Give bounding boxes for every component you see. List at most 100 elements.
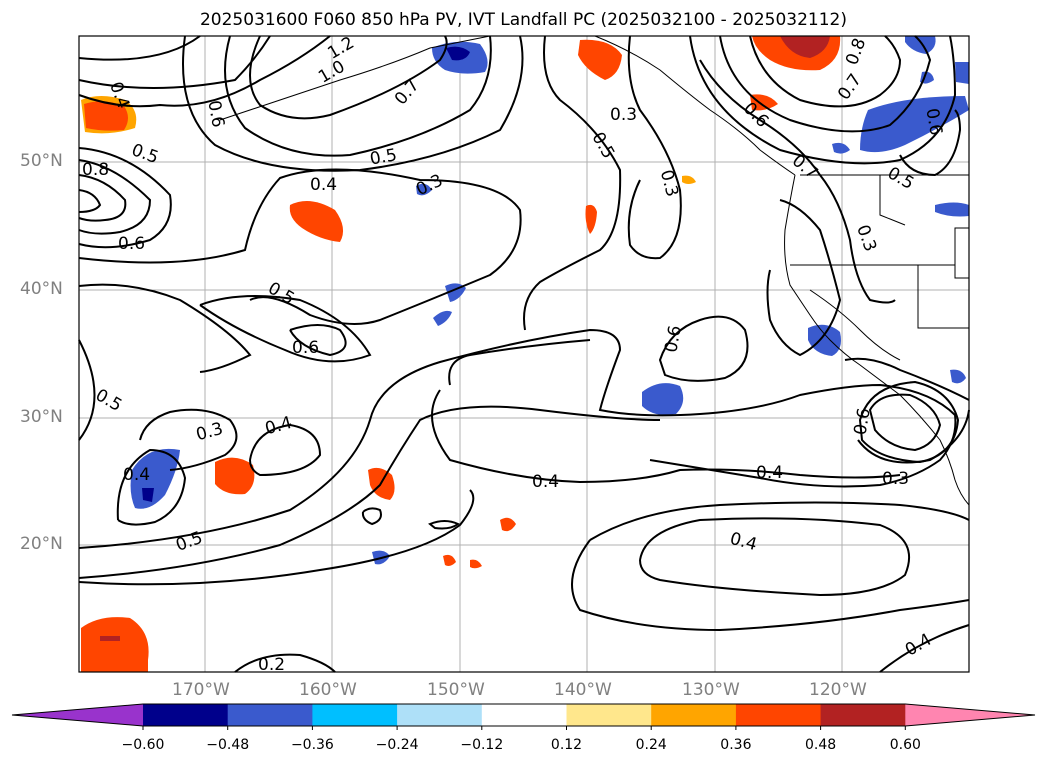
contour-line (719, 35, 932, 133)
contour-label: 0.5 (368, 145, 398, 169)
colorbar (11, 703, 1036, 730)
contour-line (78, 35, 271, 89)
pv-negative-blob (808, 324, 841, 356)
border-line (917, 265, 969, 329)
colorbar-segment (735, 704, 822, 726)
contour-label: 0.4 (532, 472, 559, 492)
colorbar-tick-label: 0.48 (805, 737, 837, 753)
contour-line (78, 147, 172, 249)
contour-line (523, 35, 622, 331)
contour-line (78, 405, 661, 579)
contour-line (78, 489, 475, 586)
contour-line (627, 35, 682, 260)
contour-line (361, 507, 382, 526)
contour-line (766, 199, 842, 357)
colorbar-tick-label: −0.48 (206, 737, 250, 753)
colorbar-extend-max (905, 704, 1035, 726)
pv-negative-blob (446, 46, 470, 61)
contour-label: 0.6 (292, 338, 319, 358)
colorbar-segment (227, 704, 313, 726)
colorbar-segment (397, 704, 483, 726)
contour-line (78, 159, 152, 235)
contour-line (199, 295, 372, 363)
contour-line (224, 35, 492, 157)
pv-negative-blob (433, 310, 452, 326)
pv-negative-blob (832, 142, 850, 154)
lon-label: 120°W (809, 680, 867, 700)
colorbar-segment (566, 704, 652, 726)
pv-negative-blob (905, 36, 936, 54)
pv-positive-blob (289, 201, 344, 242)
contour-line (78, 35, 201, 61)
map-title: 2025031600 F060 850 hPa PV, IVT Landfall… (199, 10, 847, 30)
contour-line (289, 324, 347, 357)
contour-label: 0.4 (756, 463, 783, 483)
pv-positive-blob (585, 204, 597, 234)
contour-line (78, 283, 252, 373)
lat-label: 20°N (20, 534, 63, 554)
contour-line (78, 189, 102, 213)
contour-line (699, 59, 896, 304)
contour-line (249, 35, 448, 120)
contour-line (658, 315, 749, 382)
contour-line (448, 339, 591, 386)
contour-label: 0.6 (118, 234, 145, 254)
border-line (809, 289, 901, 361)
pv-positive-blob (100, 636, 120, 641)
pv-negative-blob (416, 183, 432, 196)
contour-label: 0.4 (123, 465, 150, 485)
colorbar-tick-label: 0.12 (550, 737, 583, 753)
contour-label: 0.6 (921, 107, 945, 137)
contour-line (689, 35, 957, 165)
pv-negative-blob (935, 202, 969, 217)
contour-line (78, 35, 331, 108)
contour-line (879, 624, 970, 673)
pv-negative-blob (860, 96, 969, 153)
colorbar-tick-label: 0.60 (889, 737, 921, 753)
pv-contours (78, 35, 970, 673)
pv-negative-blob (642, 383, 684, 415)
contour-line (78, 168, 522, 325)
contour-line (571, 539, 970, 632)
contour-label: 0.8 (82, 160, 109, 180)
contour-line (868, 393, 942, 452)
lon-label: 160°W (299, 680, 357, 700)
contour-line (78, 328, 957, 549)
colorbar-segment (820, 704, 906, 726)
contour-line (858, 380, 960, 464)
lon-label: 140°W (554, 680, 612, 700)
lon-label: 170°W (172, 680, 230, 700)
contour-line (639, 517, 910, 597)
pv-positive-blob (750, 94, 778, 111)
lat-label: 40°N (20, 279, 63, 299)
contour-line (589, 501, 970, 541)
contour-line (78, 339, 96, 441)
north-america-coast (784, 174, 970, 506)
lon-label: 150°W (427, 680, 485, 700)
pv-positive-blob (443, 554, 456, 566)
colorbar-extend-min (12, 704, 143, 726)
contour-label: 0.2 (258, 655, 285, 675)
border-line (879, 175, 906, 226)
lat-label: 50°N (20, 151, 63, 171)
contour-label: 0.6 (850, 406, 874, 436)
contour-label: 0.3 (882, 469, 909, 489)
contour-label: 0.6 (203, 99, 227, 129)
contour-label: 0.3 (610, 105, 637, 125)
pv-positive-blob (578, 39, 622, 80)
colorbar-segment (651, 704, 737, 726)
contour-line (749, 35, 902, 108)
lon-label: 130°W (682, 680, 740, 700)
contour-line (116, 448, 187, 526)
pv-positive-blob (81, 617, 149, 672)
pv-positive-blob (470, 559, 482, 569)
coastlines (219, 35, 970, 506)
contour-line (78, 174, 127, 222)
contour-line (899, 109, 962, 177)
colorbar-segment (481, 704, 567, 726)
pv-positive-blob (780, 36, 830, 58)
contour-label: 0.6 (661, 324, 685, 354)
contour-line (431, 389, 901, 484)
colorbar-tick-label: −0.12 (460, 737, 504, 753)
pv-positive-blob (682, 175, 696, 184)
